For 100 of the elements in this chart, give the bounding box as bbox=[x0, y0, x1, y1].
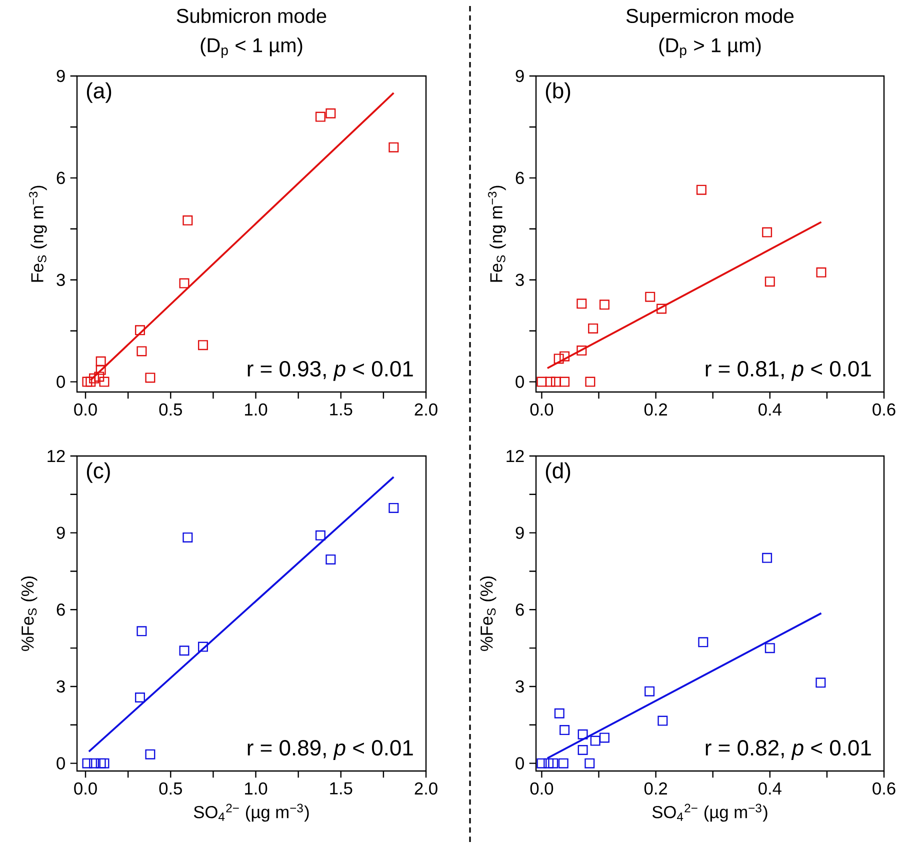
y-tick-label: 0 bbox=[56, 376, 65, 388]
point bbox=[96, 364, 106, 375]
point bbox=[554, 354, 564, 364]
point bbox=[764, 276, 775, 287]
point bbox=[548, 758, 558, 768]
point bbox=[658, 716, 668, 726]
point bbox=[89, 758, 100, 768]
point bbox=[588, 323, 598, 334]
y-axis-title: %Fe$_{S}$ (%) bbox=[480, 576, 496, 651]
x-tick-label: 0.0 bbox=[74, 403, 97, 416]
point bbox=[585, 376, 596, 387]
y-tick-label: 12 bbox=[48, 450, 65, 462]
y-tick-label: 3 bbox=[56, 274, 65, 286]
point bbox=[816, 678, 826, 688]
point bbox=[86, 376, 96, 387]
point bbox=[656, 304, 667, 314]
point bbox=[590, 736, 600, 746]
chart-title: Submicron mode bbox=[176, 8, 326, 24]
point bbox=[326, 554, 336, 564]
annotation: (c) bbox=[86, 462, 110, 483]
point bbox=[560, 376, 570, 387]
point bbox=[179, 646, 190, 656]
annotation: r = 0.89, p < 0.01 bbox=[248, 740, 413, 760]
point bbox=[599, 300, 610, 310]
x-tick-label: 2.0 bbox=[414, 782, 438, 795]
point bbox=[696, 184, 706, 195]
chart-subtitle: (D$_{p}$ < 1 µm) bbox=[200, 38, 302, 58]
x-tick-label: 1.0 bbox=[245, 403, 268, 416]
annotation: (d) bbox=[546, 462, 570, 483]
annotation: r = 0.93, p < 0.01 bbox=[248, 360, 413, 381]
point bbox=[816, 267, 826, 278]
point bbox=[560, 351, 570, 362]
y-tick-label: 6 bbox=[56, 604, 65, 616]
point bbox=[536, 758, 547, 768]
point bbox=[762, 227, 772, 238]
point bbox=[134, 325, 145, 336]
x-tick-label: 0.0 bbox=[74, 782, 97, 795]
x-tick-label: 0.0 bbox=[530, 403, 554, 416]
y-axis-title: Fe$_{S}$ (ng m$^{−3}$) bbox=[488, 186, 506, 282]
point bbox=[94, 372, 104, 382]
point bbox=[315, 530, 326, 540]
y-axis-title: Fe$_{S}$ (ng m$^{−3}$) bbox=[28, 186, 47, 282]
point bbox=[698, 637, 708, 648]
x-axis-title: SO$_{4}$$^{2−}$ (µg m$^{−3}$) bbox=[194, 804, 309, 822]
point bbox=[578, 729, 588, 740]
y-tick-label: 3 bbox=[516, 680, 524, 693]
point bbox=[82, 758, 92, 768]
y-tick-label: 0 bbox=[516, 757, 524, 770]
point bbox=[536, 376, 547, 387]
point bbox=[82, 376, 92, 387]
point bbox=[762, 552, 772, 563]
point bbox=[179, 278, 190, 288]
x-tick-label: 0.2 bbox=[644, 403, 667, 416]
x-tick-label: 0.5 bbox=[159, 403, 182, 416]
point bbox=[96, 758, 106, 768]
point bbox=[388, 502, 399, 513]
point bbox=[182, 215, 193, 226]
y-tick-label: 0 bbox=[56, 757, 65, 770]
point bbox=[578, 744, 588, 755]
y-tick-label: 9 bbox=[56, 70, 65, 82]
point bbox=[599, 732, 610, 743]
point bbox=[145, 749, 156, 760]
point bbox=[198, 642, 208, 652]
y-tick-label: 3 bbox=[516, 274, 524, 286]
point bbox=[550, 376, 561, 387]
x-tick-label: 0.0 bbox=[530, 782, 554, 795]
point bbox=[645, 292, 656, 302]
y-tick-label: 9 bbox=[516, 526, 524, 539]
y-tick-label: 9 bbox=[56, 526, 65, 539]
point bbox=[134, 692, 145, 702]
point bbox=[544, 758, 554, 768]
x-tick-label: 0.2 bbox=[644, 782, 667, 795]
point bbox=[545, 376, 556, 387]
point bbox=[96, 356, 106, 366]
point bbox=[576, 346, 587, 356]
y-tick-label: 3 bbox=[56, 680, 65, 693]
point bbox=[136, 346, 147, 356]
point bbox=[145, 372, 156, 383]
x-tick-label: 1.5 bbox=[330, 403, 352, 416]
point bbox=[764, 643, 775, 654]
x-tick-label: 2.0 bbox=[414, 403, 438, 416]
chart-title: Supermicron mode bbox=[626, 8, 794, 27]
point bbox=[326, 108, 336, 118]
y-tick-label: 6 bbox=[56, 172, 65, 184]
y-tick-label: 12 bbox=[506, 450, 524, 462]
x-tick-label: 1.0 bbox=[245, 782, 268, 795]
annotation: r = 0.82, p < 0.01 bbox=[706, 740, 871, 760]
x-tick-label: 0.6 bbox=[872, 782, 896, 795]
y-tick-label: 6 bbox=[516, 172, 524, 184]
annotation: (a) bbox=[86, 82, 112, 103]
y-tick-label: 9 bbox=[516, 70, 524, 82]
annotation: r = 0.81, p < 0.01 bbox=[706, 360, 871, 381]
point bbox=[99, 758, 110, 768]
x-tick-label: 1.5 bbox=[330, 782, 352, 794]
point bbox=[576, 298, 587, 309]
annotation: (b) bbox=[546, 82, 570, 103]
point bbox=[554, 708, 564, 718]
point bbox=[388, 142, 399, 152]
y-tick-label: 0 bbox=[516, 376, 524, 388]
x-axis-title: SO$_{4}$$^{2−}$ (µg m$^{−3}$) bbox=[652, 804, 768, 822]
